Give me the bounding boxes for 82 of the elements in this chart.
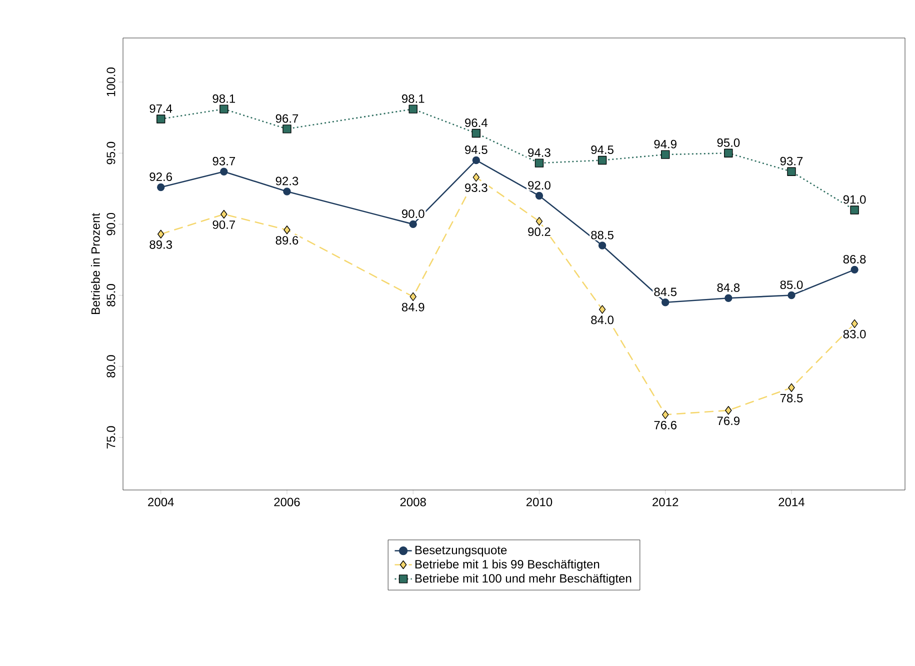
data-label: 96.7	[276, 114, 298, 123]
data-label: 76.9	[717, 416, 740, 426]
data-label: 91.0	[843, 195, 866, 204]
y-tick-label: 85.0	[106, 284, 116, 306]
point	[534, 158, 544, 168]
point	[282, 124, 292, 134]
point	[536, 216, 543, 226]
point	[788, 291, 796, 300]
data-label: 84.0	[591, 316, 614, 324]
point	[851, 319, 858, 328]
point	[788, 383, 795, 392]
data-label: 84.5	[654, 288, 677, 296]
point	[409, 220, 417, 228]
y-tick-label: 90.0	[106, 212, 116, 236]
point	[410, 292, 416, 302]
data-label: 92.0	[528, 181, 550, 190]
x-tick-label: 2004	[148, 498, 174, 506]
point	[724, 148, 733, 158]
point	[850, 206, 859, 214]
point	[724, 294, 732, 302]
y-tick-label: 100.0	[106, 68, 116, 96]
y-tick-label: 80.0	[106, 355, 116, 378]
data-label: 90.7	[212, 220, 235, 229]
data-label: 93.7	[780, 156, 803, 166]
data-label: 84.9	[402, 302, 424, 312]
data-label: 83.0	[843, 330, 866, 338]
data-label: 95.0	[717, 138, 740, 147]
point	[284, 226, 290, 234]
data-label: 84.8	[717, 283, 740, 292]
point	[787, 167, 796, 176]
point	[156, 114, 166, 124]
point	[220, 168, 228, 176]
x-tick-label: 2012	[652, 498, 678, 506]
point	[661, 150, 670, 159]
y-axis-title: Betriebe in Prozent	[91, 213, 100, 314]
x-tick-label: 2010	[526, 498, 552, 506]
data-label: 90.0	[402, 210, 424, 218]
point	[157, 183, 165, 192]
y-tick-label: 75.0	[106, 426, 116, 448]
data-label: 92.6	[150, 172, 172, 182]
x-tick-label: 2008	[400, 498, 426, 506]
data-label: 78.5	[780, 394, 803, 402]
data-label: 97.4	[150, 104, 172, 113]
point	[598, 305, 606, 314]
data-label: 98.1	[402, 94, 424, 103]
data-label: 98.1	[212, 94, 235, 103]
point	[408, 104, 418, 114]
data-label: 86.8	[843, 254, 866, 264]
legend-label: Besetzungsquote	[415, 546, 507, 557]
data-label: 92.3	[276, 176, 298, 186]
y-tick-label: 95.0	[106, 142, 116, 164]
data-label: 94.5	[465, 146, 488, 154]
point	[220, 210, 228, 219]
point	[662, 298, 670, 306]
data-label: 85.0	[780, 280, 803, 290]
legend-label: Betriebe mit 1 bis 99 Beschäftigten	[415, 560, 600, 571]
data-label: 88.5	[591, 230, 614, 240]
data-label: 94.3	[528, 148, 550, 157]
point	[472, 172, 480, 182]
legend-label: Betriebe mit 100 und mehr Beschäftigten	[415, 574, 632, 586]
point	[662, 410, 669, 420]
point	[598, 156, 607, 165]
point	[725, 406, 732, 415]
point	[472, 128, 481, 138]
point	[535, 192, 544, 200]
point	[283, 188, 291, 196]
data-label: 94.5	[591, 146, 614, 154]
data-label: 96.4	[465, 118, 488, 128]
data-label: 93.3	[465, 183, 488, 192]
point	[598, 242, 606, 250]
x-tick-label: 2014	[778, 498, 804, 506]
data-label: 90.2	[528, 228, 550, 236]
point	[850, 266, 858, 274]
data-label: 94.9	[654, 140, 676, 148]
point	[472, 156, 480, 164]
data-label: 76.6	[654, 420, 677, 430]
data-label: 93.7	[212, 156, 235, 166]
point	[220, 104, 228, 114]
data-label: 89.6	[276, 236, 298, 245]
x-tick-label: 2006	[274, 498, 300, 506]
point	[157, 230, 164, 238]
data-label: 89.3	[150, 240, 172, 249]
